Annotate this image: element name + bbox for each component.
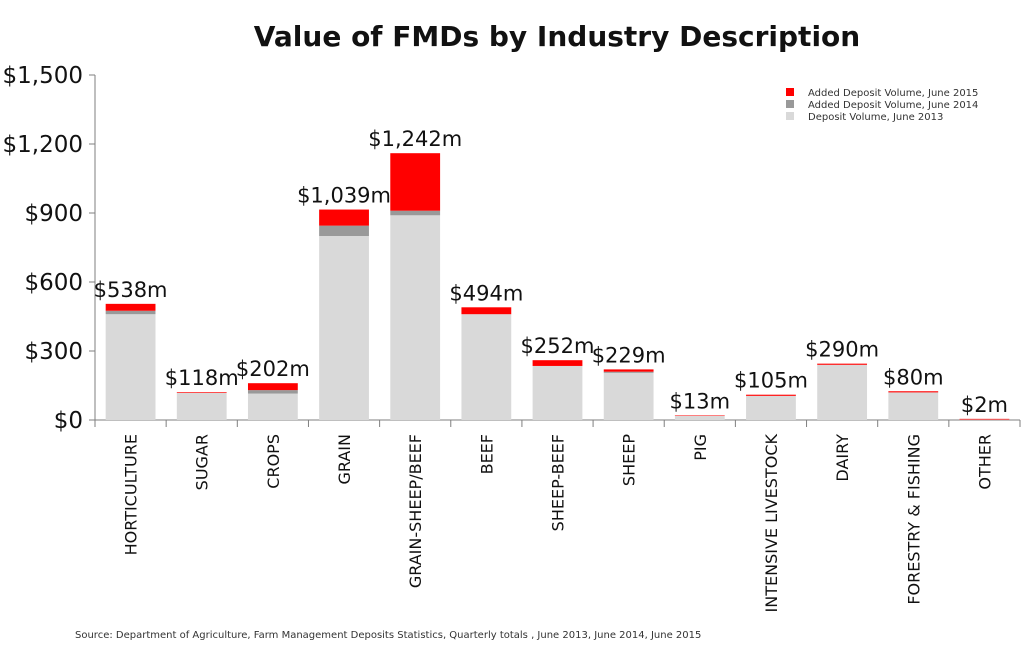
bar-segment: [959, 418, 1010, 420]
x-tick-label: GRAIN-SHEEP/BEEF: [406, 434, 425, 588]
x-tick-label: INTENSIVE LIVESTOCK: [762, 434, 781, 613]
bar-segment: [390, 215, 441, 420]
bar-segment: [461, 314, 512, 420]
bar-segment: [247, 383, 298, 391]
legend-label: Deposit Volume, June 2013: [808, 112, 943, 123]
x-tick-label: FORESTRY & FISHING: [904, 434, 923, 605]
legend-swatch: [786, 112, 794, 120]
bar-total-label: $538m: [94, 278, 168, 302]
bar-total-label: $13m: [670, 389, 731, 413]
bar-segment: [746, 395, 796, 420]
bar-segment: [105, 314, 156, 420]
bar-total-label: $494m: [449, 281, 523, 305]
x-tick-label: SHEEP: [620, 434, 639, 486]
bar-total-label: $290m: [805, 338, 879, 362]
bar-total-label: $2m: [961, 393, 1008, 417]
bar-segment: [959, 419, 1010, 421]
bar-segment: [532, 365, 583, 420]
bar-total-label: $1,242m: [368, 127, 462, 151]
bar-segment: [176, 392, 227, 393]
legend-label: Added Deposit Volume, June 2015: [808, 88, 978, 99]
x-tick-label: SUGAR: [193, 434, 212, 490]
x-tick-label: HORTICULTURE: [122, 434, 141, 555]
bar-segment: [247, 390, 298, 394]
bar-total-label: $80m: [883, 365, 944, 389]
bar-segment: [390, 210, 441, 216]
bar-labels: $538m$118m$202m$1,039m$1,242m$494m$252m$…: [94, 127, 1008, 417]
bar-total-label: $229m: [592, 343, 666, 367]
chart-title: Value of FMDs by Industry Description: [254, 20, 860, 53]
bar-segment: [319, 236, 369, 420]
bar-segment: [105, 310, 156, 315]
bar-segment: [461, 307, 512, 315]
x-tick-label: CROPS: [264, 434, 283, 489]
bar-segment: [888, 391, 939, 393]
legend-swatch: [786, 88, 794, 96]
x-tick-label: BEEF: [477, 434, 496, 474]
x-tick-label: DAIRY: [833, 434, 852, 482]
bar-segment: [603, 372, 654, 420]
bar-segment: [674, 415, 725, 416]
x-tick-label: OTHER: [975, 434, 994, 490]
x-axis: HORTICULTURE SUGAR CROPS GRAIN GRAIN-SHEEP/B…: [94, 419, 1021, 613]
bar-total-label: $202m: [236, 357, 310, 381]
bar-segment: [746, 394, 796, 396]
x-tick-label: SHEEP-BEEF: [549, 434, 568, 531]
x-tick-label: PIG: [691, 434, 710, 461]
x-tick-label: GRAIN: [335, 434, 354, 485]
bar-total-label: $252m: [521, 334, 595, 358]
bar-total-label: $118m: [165, 366, 239, 390]
bar-segment: [603, 369, 654, 372]
bar-segment: [817, 363, 868, 365]
bar-segment: [674, 415, 725, 420]
y-tick-label: $600: [24, 270, 83, 296]
bar-segment: [390, 153, 441, 211]
y-tick-label: $300: [24, 339, 83, 365]
bar-segment: [817, 364, 868, 420]
bars: [105, 153, 1010, 421]
bar-segment: [603, 371, 654, 373]
bar-total-label: $1,039m: [297, 184, 391, 208]
y-axis: $0 $300 $600 $900 $1,200 $1,500: [3, 63, 96, 434]
y-tick-label: $1,200: [3, 132, 83, 158]
bar-segment: [247, 393, 298, 420]
bar-segment: [319, 225, 369, 236]
y-tick-label: $0: [54, 408, 83, 434]
bar-segment: [532, 360, 583, 366]
source-note: Source: Department of Agriculture, Farm …: [75, 630, 701, 641]
legend-label: Added Deposit Volume, June 2014: [808, 100, 978, 111]
y-tick-label: $1,500: [3, 63, 83, 89]
bar-segment: [105, 303, 156, 311]
bar-segment: [319, 209, 369, 226]
legend-swatch: [786, 100, 794, 108]
y-tick-label: $900: [24, 201, 83, 227]
bar-total-label: $105m: [734, 369, 808, 393]
bar-segment: [176, 392, 227, 420]
bar-segment: [888, 392, 939, 420]
